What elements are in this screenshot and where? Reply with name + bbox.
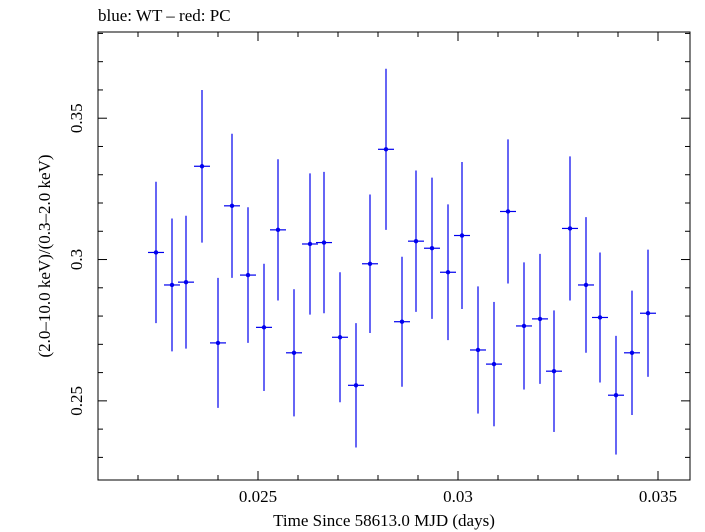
point-marker bbox=[537, 316, 543, 322]
point-marker bbox=[321, 240, 327, 245]
point-marker bbox=[261, 325, 267, 330]
x-axis-ticks: 0.025 0.03 0.035 bbox=[97, 32, 677, 506]
data-point bbox=[148, 181, 164, 324]
data-point bbox=[378, 68, 394, 230]
data-point bbox=[640, 249, 656, 377]
point-marker bbox=[215, 340, 221, 346]
point-marker bbox=[169, 282, 175, 288]
data-point bbox=[178, 215, 194, 349]
y-axis-ticks: 0.25 0.3 0.35 bbox=[67, 32, 690, 458]
data-point bbox=[362, 194, 378, 334]
data-point bbox=[332, 272, 348, 403]
data-point bbox=[194, 89, 210, 243]
point-marker bbox=[399, 319, 405, 324]
data-point bbox=[624, 290, 640, 415]
data-point bbox=[408, 170, 424, 312]
point-marker bbox=[645, 311, 651, 316]
point-marker bbox=[337, 335, 343, 340]
data-point bbox=[546, 310, 562, 432]
point-marker bbox=[597, 315, 603, 320]
point-marker bbox=[429, 246, 435, 251]
x-tick-label: 0.035 bbox=[639, 487, 677, 506]
data-point bbox=[270, 159, 286, 301]
plot-frame bbox=[97, 31, 691, 481]
y-tick-label: 0.3 bbox=[67, 249, 86, 270]
data-points bbox=[148, 68, 656, 455]
data-point bbox=[592, 252, 608, 383]
point-marker bbox=[199, 164, 205, 169]
point-marker bbox=[629, 350, 635, 356]
data-point bbox=[240, 207, 256, 343]
data-point bbox=[256, 263, 272, 391]
data-point bbox=[454, 162, 470, 309]
point-marker bbox=[583, 282, 589, 288]
point-marker bbox=[229, 203, 235, 209]
data-point bbox=[302, 173, 318, 315]
data-point bbox=[210, 277, 226, 408]
point-marker bbox=[291, 350, 297, 356]
point-marker bbox=[491, 361, 497, 367]
point-marker bbox=[475, 347, 481, 353]
data-point bbox=[470, 286, 486, 414]
data-point bbox=[500, 139, 516, 284]
x-tick-label: 0.025 bbox=[239, 487, 277, 506]
data-point bbox=[164, 218, 180, 352]
point-marker bbox=[383, 147, 389, 152]
data-point bbox=[224, 133, 240, 278]
data-point bbox=[532, 253, 548, 384]
data-point bbox=[394, 256, 410, 387]
data-point bbox=[486, 301, 502, 427]
point-marker bbox=[353, 383, 359, 388]
point-marker bbox=[613, 393, 619, 398]
point-marker bbox=[505, 209, 511, 214]
point-marker bbox=[445, 270, 451, 275]
data-point bbox=[608, 335, 624, 455]
data-point bbox=[424, 177, 440, 319]
data-point bbox=[286, 289, 302, 417]
point-marker bbox=[275, 227, 281, 233]
point-marker bbox=[153, 250, 159, 255]
data-point bbox=[440, 204, 456, 341]
data-point bbox=[562, 156, 578, 301]
point-marker bbox=[567, 226, 573, 231]
point-marker bbox=[183, 279, 189, 285]
x-axis-label: Time Since 58613.0 MJD (days) bbox=[273, 511, 495, 530]
point-marker bbox=[459, 233, 465, 238]
point-marker bbox=[521, 323, 527, 329]
point-marker bbox=[413, 238, 419, 244]
chart-title: blue: WT – red: PC bbox=[98, 6, 231, 25]
x-tick-label: 0.03 bbox=[443, 487, 473, 506]
point-marker bbox=[245, 272, 251, 278]
point-marker bbox=[307, 241, 313, 247]
y-tick-label: 0.35 bbox=[67, 103, 86, 133]
data-point bbox=[516, 262, 532, 390]
data-point bbox=[578, 217, 594, 353]
y-axis-label: (2.0–10.0 keV)/(0.3–2.0 keV) bbox=[35, 154, 54, 357]
y-tick-label: 0.25 bbox=[67, 386, 86, 416]
data-point bbox=[348, 323, 364, 448]
point-marker bbox=[367, 261, 373, 266]
point-marker bbox=[551, 368, 557, 374]
data-point bbox=[316, 171, 332, 314]
